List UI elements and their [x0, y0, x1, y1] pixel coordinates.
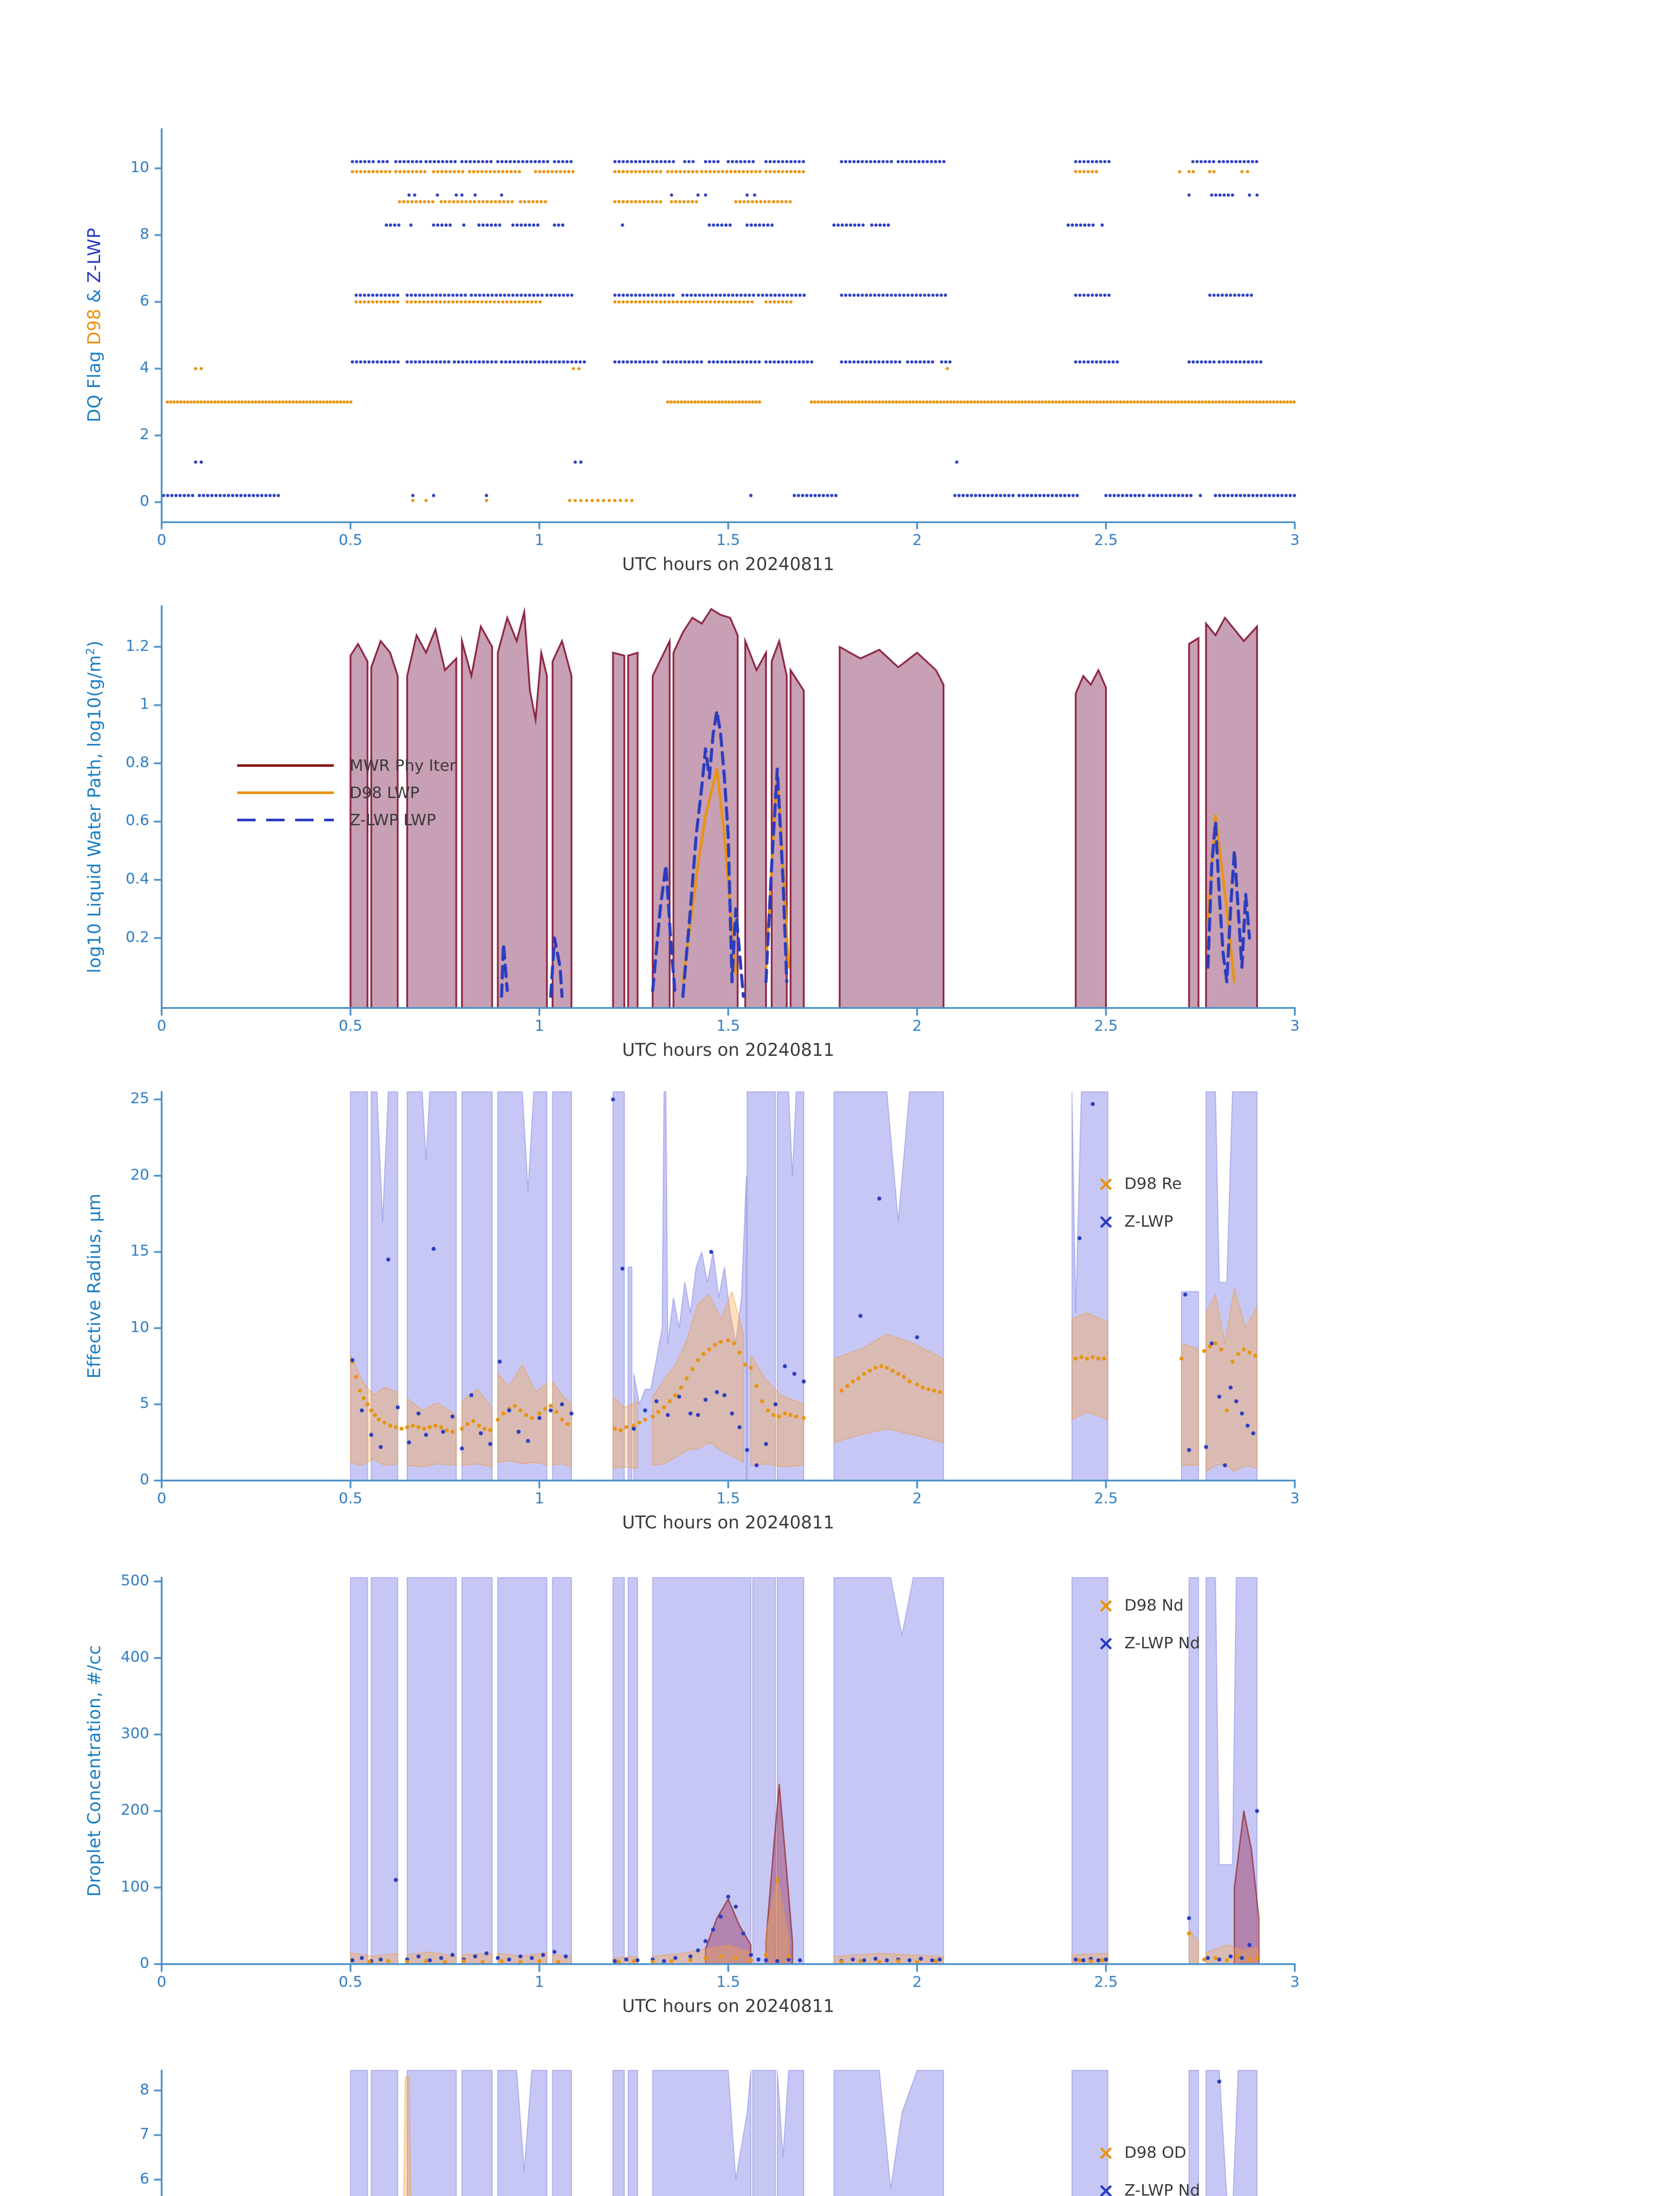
ylabel-effective-radius: Effective Radius, μm — [84, 1193, 105, 1379]
legend-label-zlwp-lwp: Z-LWP LWP — [350, 811, 436, 829]
d98-line-swatch-icon — [237, 791, 334, 794]
d98-x-marker-icon: × — [1097, 2141, 1115, 2164]
legend-item-d98-re: × D98 Re — [1093, 1165, 1182, 1203]
xlabel-panel-1: UTC hours on 20240811 — [622, 554, 835, 574]
legend-effective-radius: × D98 Re × Z-LWP — [1093, 1165, 1182, 1240]
ylabel-droplet-concentration: Droplet Concentration, #/cc — [84, 1645, 105, 1896]
ylabel-lwp-sup: 2 — [84, 647, 98, 655]
ylabel-lwp: log10 Liquid Water Path, log10(g/m2) — [84, 640, 105, 973]
ylabel-lwp-close: ) — [84, 640, 105, 648]
legend-item-d98-lwp: D98 LWP — [237, 779, 456, 806]
legend-item-zlwp-nd: × Z-LWP Nd — [1093, 1624, 1200, 1662]
legend-label-zlwp-od: Z-LWP Nd — [1124, 2181, 1200, 2196]
zlwp-x-marker-icon: × — [1097, 1631, 1115, 1655]
d98-x-marker-icon: × — [1097, 1593, 1115, 1617]
legend-item-d98-od: × D98 OD — [1093, 2134, 1200, 2171]
d98-x-marker-icon: × — [1097, 1172, 1115, 1196]
legend-item-d98-nd: × D98 Nd — [1093, 1586, 1200, 1624]
legend-label-d98-od: D98 OD — [1124, 2143, 1187, 2162]
xlabel-panel-2: UTC hours on 20240811 — [622, 1040, 835, 1060]
ylabel-part-d98: D98 — [84, 308, 105, 345]
legend-label-d98-re: D98 Re — [1124, 1174, 1182, 1193]
zlwp-x-marker-icon: × — [1097, 1210, 1115, 1233]
legend-item-zlwp-lwp: Z-LWP LWP — [237, 806, 456, 834]
xlabel-panel-4: UTC hours on 20240811 — [622, 1996, 835, 2016]
ylabel-lwp-main: log10 Liquid Water Path, log10(g/m — [84, 655, 105, 973]
legend-item-zlwp-re: × Z-LWP — [1093, 1203, 1182, 1240]
ylabel-part-amp: & — [84, 283, 105, 309]
legend-lwp: MWR Phy Iter D98 LWP Z-LWP LWP — [237, 752, 456, 834]
ylabel-part-dqflag: DQ Flag — [84, 345, 105, 423]
legend-label-mwr: MWR Phy Iter — [350, 756, 456, 775]
legend-label-zlwp-re: Z-LWP — [1124, 1212, 1174, 1231]
zlwp-dashed-swatch-icon — [237, 819, 334, 821]
legend-item-mwr: MWR Phy Iter — [237, 752, 456, 779]
legend-droplet-concentration: × D98 Nd × Z-LWP Nd — [1093, 1586, 1200, 1662]
legend-label-d98-nd: D98 Nd — [1124, 1596, 1184, 1614]
xlabel-panel-3: UTC hours on 20240811 — [622, 1513, 835, 1533]
ylabel-re-text: Effective Radius, μm — [84, 1193, 105, 1379]
zlwp-x-marker-icon: × — [1097, 2178, 1115, 2196]
legend-item-zlwp-od: × Z-LWP Nd — [1093, 2171, 1200, 2196]
legend-optical-depth: × D98 OD × Z-LWP Nd — [1093, 2134, 1200, 2196]
ylabel-part-zlwp: Z-LWP — [84, 228, 105, 283]
ylabel-nd-text: Droplet Concentration, #/cc — [84, 1645, 105, 1897]
ylabel-dq-flag: DQ Flag D98 & Z-LWP — [84, 228, 105, 423]
legend-label-zlwp-nd: Z-LWP Nd — [1124, 1634, 1200, 1652]
legend-label-d98-lwp: D98 LWP — [350, 784, 420, 802]
mwr-line-swatch-icon — [237, 764, 334, 767]
